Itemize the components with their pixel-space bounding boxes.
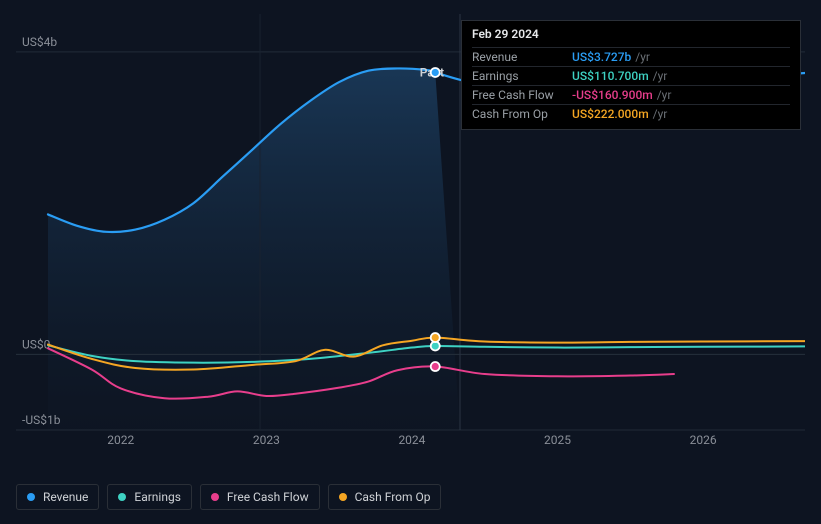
x-axis-label: 2025 xyxy=(544,433,571,444)
x-axis-label: 2022 xyxy=(107,433,134,444)
legend-item-revenue[interactable]: Revenue xyxy=(16,484,99,510)
legend-dot-icon xyxy=(27,493,35,501)
x-axis-label: 2026 xyxy=(690,433,717,444)
tooltip-value: US$3.727b xyxy=(572,50,631,64)
chart-tooltip: Feb 29 2024 RevenueUS$3.727b/yrEarningsU… xyxy=(461,20,801,130)
marker-revenue xyxy=(431,68,440,77)
legend-item-fcf[interactable]: Free Cash Flow xyxy=(200,484,320,510)
legend-label: Earnings xyxy=(134,490,181,504)
y-axis-label: -US$1b xyxy=(22,413,61,427)
tooltip-label: Revenue xyxy=(472,50,572,64)
legend-dot-icon xyxy=(118,493,126,501)
y-axis-label: US$4b xyxy=(22,35,57,49)
tooltip-row: EarningsUS$110.700m/yr xyxy=(472,66,790,85)
legend-label: Cash From Op xyxy=(355,490,431,504)
legend-label: Free Cash Flow xyxy=(227,490,309,504)
tooltip-unit: /yr xyxy=(653,69,668,83)
x-axis-label: 2023 xyxy=(253,433,280,444)
tooltip-date: Feb 29 2024 xyxy=(472,27,790,45)
tooltip-label: Cash From Op xyxy=(472,107,572,121)
tooltip-unit: /yr xyxy=(635,50,650,64)
tooltip-label: Free Cash Flow xyxy=(472,88,572,102)
marker-fcf xyxy=(431,362,440,371)
tooltip-label: Earnings xyxy=(472,69,572,83)
x-axis-label: 2024 xyxy=(398,433,425,444)
tooltip-unit: /yr xyxy=(653,107,668,121)
marker-cfo xyxy=(431,333,440,342)
legend-label: Revenue xyxy=(43,490,88,504)
chart-legend: Revenue Earnings Free Cash Flow Cash From O… xyxy=(16,484,441,510)
tooltip-value: US$110.700m xyxy=(572,69,649,83)
legend-dot-icon xyxy=(211,493,219,501)
tooltip-unit: /yr xyxy=(657,88,672,102)
legend-dot-icon xyxy=(339,493,347,501)
tooltip-value: -US$160.900m xyxy=(572,88,653,102)
legend-item-earnings[interactable]: Earnings xyxy=(107,484,192,510)
legend-item-cfo[interactable]: Cash From Op xyxy=(328,484,442,510)
tooltip-row: RevenueUS$3.727b/yr xyxy=(472,47,790,66)
tooltip-row: Free Cash Flow-US$160.900m/yr xyxy=(472,85,790,104)
tooltip-value: US$222.000m xyxy=(572,107,649,121)
tooltip-row: Cash From OpUS$222.000m/yr xyxy=(472,104,790,123)
y-axis-label: US$0 xyxy=(22,337,51,351)
